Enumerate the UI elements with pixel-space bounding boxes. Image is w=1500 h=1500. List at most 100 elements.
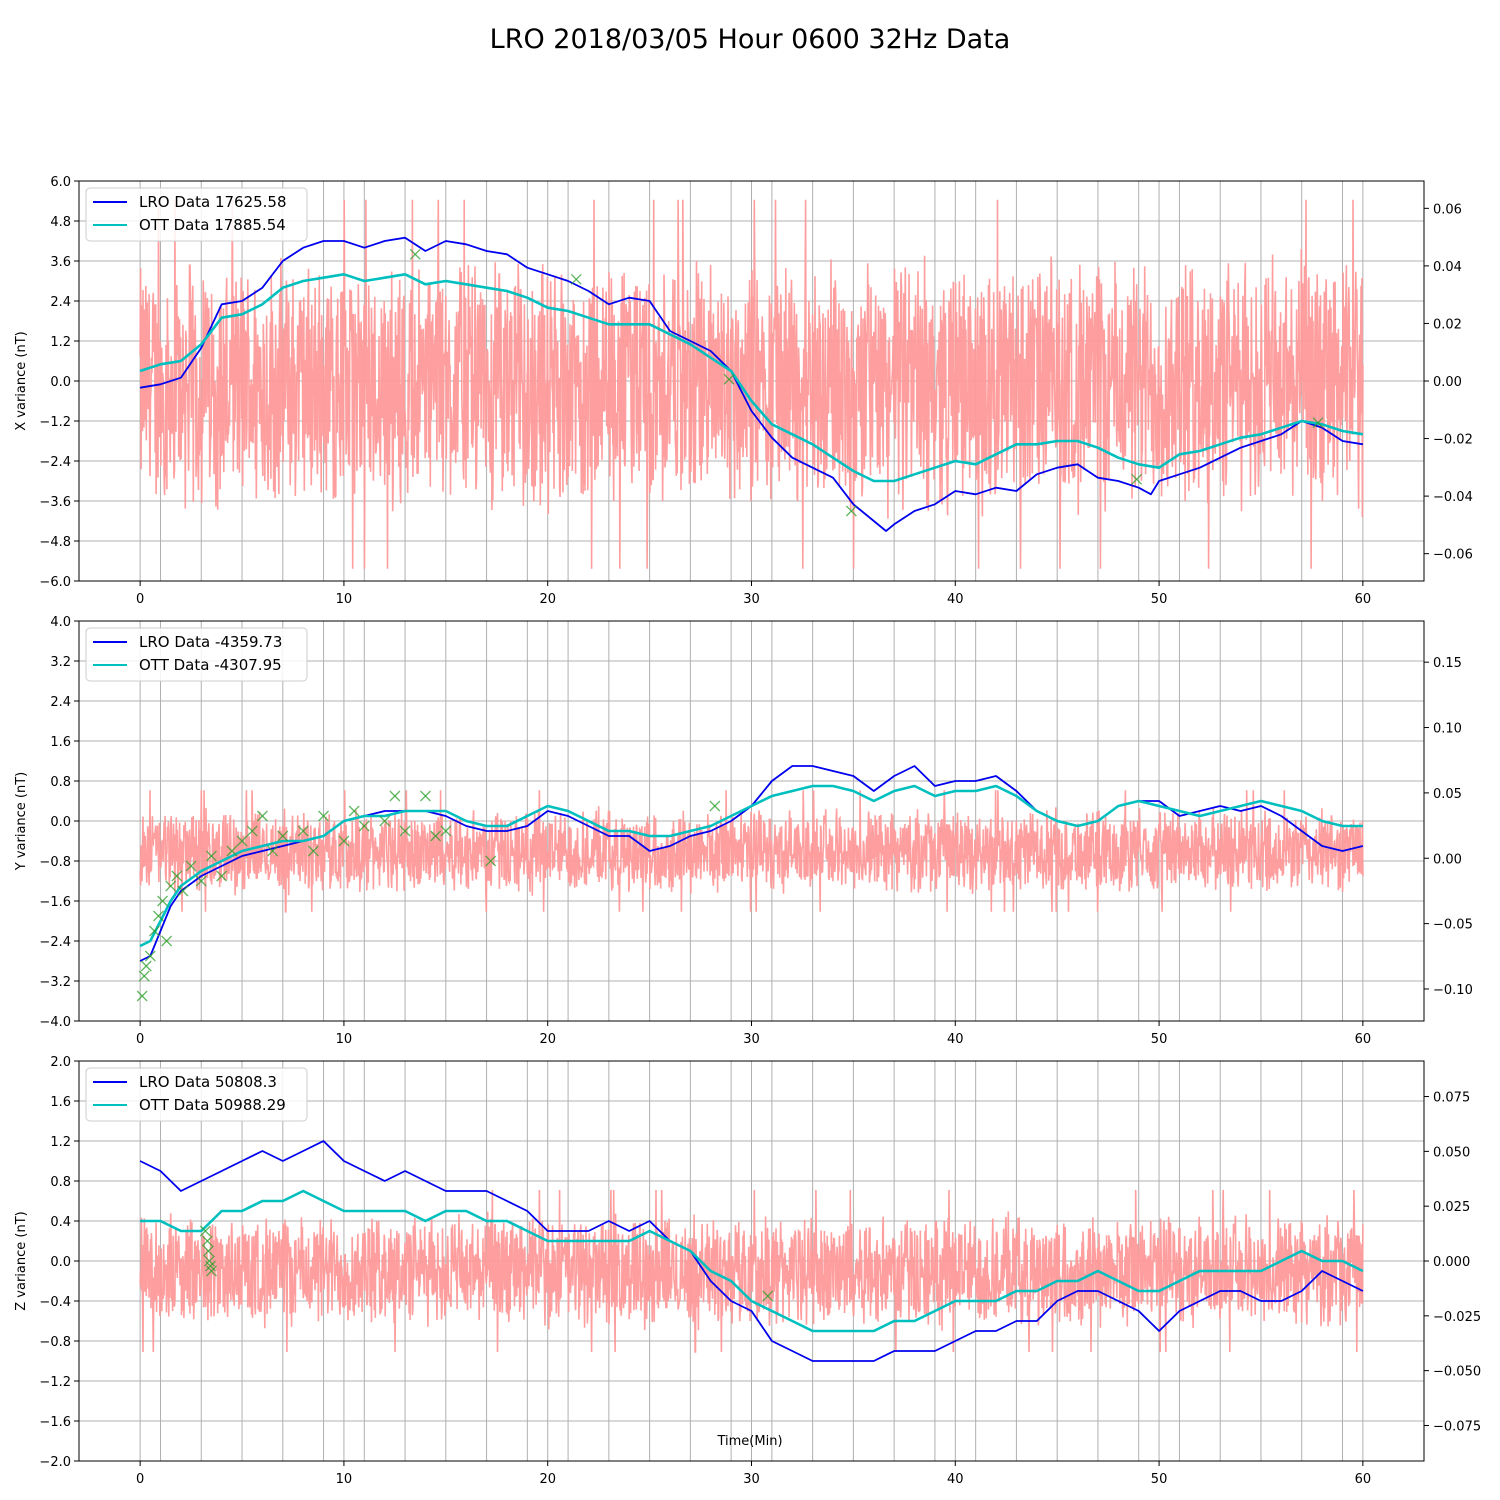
y-tick-label: −1.2 [39,1375,71,1390]
x-marker-stroke [206,850,217,862]
ott-series-line [139,784,1363,948]
legend-label: LRO Data -4359.73 [139,633,282,651]
legend-label: OTT Data 17885.54 [139,216,286,234]
legend: LRO Data 50808.3 OTT Data 50988.29 [85,1067,308,1122]
y-tick-label: −3.2 [39,975,71,990]
x-marker-stroke [389,790,401,802]
y-right-tick-label: 0.05 [1433,787,1462,802]
y-tick-label: 2.4 [50,295,71,310]
x-marker [845,505,857,517]
x-tick-label: 20 [539,592,556,607]
ott-series-line [140,1189,1364,1333]
y-right-tick-label: 0.00 [1433,852,1462,867]
y-right-tick-label: −0.050 [1433,1365,1481,1380]
x-marker [399,825,411,837]
y-right-tick-label: 0.06 [1433,202,1462,217]
subplot-2: 0 10 20 30 40 50 60 −4.0 −3.2 −2.4 −1.6 −0.8 0.0 0.8 1… [14,615,1473,1047]
y-tick-label: −1.2 [39,415,71,430]
lro-series-line [139,236,1364,532]
x-tick-label: 60 [1355,1032,1372,1047]
y-axis-left: −6.0 −4.8 −3.6 −2.4 −1.2 0.0 1.2 2.4 3.6 4.8 6.0 [39,175,79,590]
x-marker-stroke [195,875,207,887]
y-right-tick-label: 0.10 [1433,722,1462,737]
x-marker [136,990,148,1002]
x-marker-stroke [148,925,160,937]
y-axis-right: −0.10 −0.05 0.00 0.05 0.10 0.15 [1424,656,1473,998]
legend-box [85,187,308,242]
x-tick-label: 50 [1151,1032,1168,1047]
x-marker [165,880,177,892]
x-marker [358,820,370,832]
x-marker [140,960,152,972]
x-marker-stroke [203,1255,215,1267]
y-right-tick-label: −0.04 [1433,490,1473,505]
y-tick-label: −1.6 [39,895,71,910]
noise-series [139,790,1364,913]
x-marker-stroke [199,1225,211,1237]
y-tick-label: 0.8 [50,775,71,790]
legend-box [85,627,308,682]
x-marker-stroke [236,835,248,847]
x-marker-stroke [140,960,152,972]
x-marker-stroke [399,825,411,837]
x-marker [216,870,228,882]
x-tick-label: 60 [1355,1472,1372,1487]
x-marker-stroke [307,845,319,857]
y-axis-label: X variance (nT) [14,331,29,430]
x-tick-label: 30 [743,1472,760,1487]
y-right-tick-label: −0.05 [1433,918,1473,933]
marker-group [136,790,721,1002]
y-right-tick-label: 0.15 [1433,656,1462,671]
x-marker-stroke [177,885,189,897]
x-marker [440,825,452,837]
y-tick-label: 0.8 [50,1175,71,1190]
x-marker [389,790,401,802]
y-tick-label: −4.0 [39,1015,71,1030]
y-axis-right: −0.06 −0.04 −0.02 0.00 0.02 0.04 0.06 [1424,202,1473,563]
noise-series [139,199,1364,569]
x-marker [409,248,421,260]
x-marker-stroke [144,950,156,962]
marker-group [409,248,1324,517]
y-right-tick-label: 0.050 [1433,1145,1470,1160]
x-marker [157,895,169,907]
x-marker-stroke [723,373,735,385]
y-tick-label: 1.2 [50,1135,71,1150]
y-tick-label: −2.4 [39,455,71,470]
x-marker-stroke [762,1290,774,1302]
y-tick-label: 0.0 [50,375,71,390]
legend: LRO Data 17625.58 OTT Data 17885.54 [85,187,308,242]
x-marker-stroke [165,880,177,892]
x-marker [277,830,289,842]
x-tick-label: 20 [539,1032,556,1047]
legend-label: OTT Data 50988.29 [139,1096,286,1114]
x-tick-label: 60 [1355,592,1372,607]
x-marker-stroke [570,273,582,285]
x-marker-stroke [709,800,721,812]
x-marker-stroke [348,805,360,817]
x-marker [379,815,391,827]
x-marker [185,860,197,872]
x-marker-stroke [138,970,150,982]
x-marker [723,373,735,385]
y-tick-label: 3.2 [50,655,71,670]
x-marker-stroke [246,825,258,837]
x-marker-stroke [206,1265,217,1277]
x-marker [226,845,238,857]
x-marker-stroke [485,855,497,867]
y-axis-label: Y variance (nT) [14,772,29,872]
y-tick-label: −6.0 [39,575,71,590]
x-marker [1312,417,1324,429]
y-tick-label: −4.8 [39,535,71,550]
x-marker-stroke [358,820,370,832]
x-marker-stroke [157,895,169,907]
x-tick-label: 40 [947,1032,964,1047]
x-marker [171,870,183,882]
x-tick-label: 30 [743,592,760,607]
x-marker-stroke [440,825,452,837]
x-marker [256,810,268,822]
y-tick-label: 3.6 [50,255,71,270]
x-tick-label: 0 [136,1032,144,1047]
y-tick-label: −1.6 [39,1415,71,1430]
x-marker [161,935,173,947]
